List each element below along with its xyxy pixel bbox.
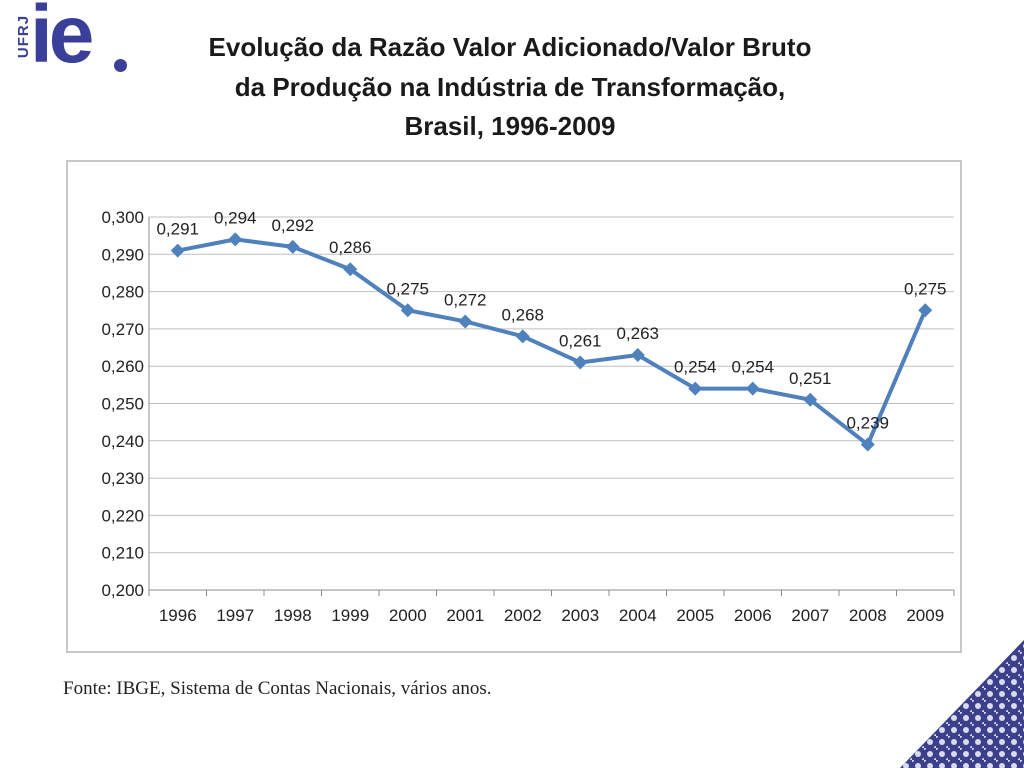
- data-label: 0,272: [444, 290, 487, 309]
- data-point: [803, 392, 818, 407]
- x-tick-label: 2009: [906, 606, 944, 625]
- data-point: [400, 303, 415, 318]
- data-label: 0,294: [214, 208, 257, 227]
- x-tick-label: 1999: [331, 606, 369, 625]
- x-tick-label: 2004: [619, 606, 657, 625]
- y-tick-label: 0,200: [101, 581, 144, 600]
- x-tick-label: 2005: [676, 606, 714, 625]
- source-note: Fonte: IBGE, Sistema de Contas Nacionais…: [63, 678, 492, 699]
- x-tick-label: 2008: [849, 606, 887, 625]
- chart-title-line-1: Evolução da Razão Valor Adicionado/Valor…: [208, 32, 812, 62]
- data-label: 0,291: [156, 220, 199, 239]
- ufrj-ie-logo: UFRJ ie: [6, 0, 131, 80]
- data-label: 0,261: [559, 331, 602, 350]
- y-tick-label: 0,300: [101, 208, 144, 227]
- decorative-corner-pattern: [900, 640, 1024, 768]
- y-tick-label: 0,260: [101, 357, 144, 376]
- chart-frame: 0,200 0,210 0,220 0,230 0,240 0,250 0,260 0,270…: [66, 160, 962, 653]
- data-label: 0,254: [731, 358, 774, 377]
- data-label: 0,286: [329, 238, 372, 257]
- chart-title-line-2: da Produção na Indústria de Transformaçã…: [234, 71, 786, 102]
- y-tick-label: 0,250: [101, 395, 144, 414]
- data-point: [630, 348, 645, 363]
- y-tick-label: 0,240: [101, 432, 144, 451]
- data-point: [458, 314, 473, 329]
- data-point: [745, 381, 760, 396]
- logo-mark-text: ie: [30, 0, 94, 80]
- x-tick-label: 2002: [504, 606, 542, 625]
- x-tick-label: 2001: [446, 606, 484, 625]
- line-chart: 0,200 0,210 0,220 0,230 0,240 0,250 0,260 0,270…: [101, 208, 955, 625]
- data-label: 0,251: [789, 369, 832, 388]
- data-point: [573, 355, 588, 370]
- data-label: 0,239: [846, 414, 889, 433]
- data-label: 0,263: [616, 324, 659, 343]
- data-point: [285, 239, 300, 254]
- x-tick-label: 2003: [561, 606, 599, 625]
- x-tick-label: 1997: [216, 606, 254, 625]
- y-tick-label: 0,210: [101, 544, 144, 563]
- y-tick-label: 0,230: [101, 469, 144, 488]
- x-tick-label: 1996: [159, 606, 197, 625]
- data-point: [688, 381, 703, 396]
- series-line: [177, 237, 928, 447]
- x-tick-label: 1998: [274, 606, 312, 625]
- y-tick-label: 0,290: [101, 245, 144, 264]
- x-tick-label: 2000: [389, 606, 427, 625]
- logo-dot: [114, 59, 127, 72]
- data-label: 0,292: [271, 216, 314, 235]
- data-point: [918, 303, 933, 318]
- chart-title: Evolução da Razão Valor Adicionado/Valor…: [140, 28, 880, 147]
- y-tick-label: 0,270: [101, 320, 144, 339]
- data-label: 0,268: [501, 305, 544, 324]
- data-point: [860, 437, 875, 452]
- data-point: [343, 262, 358, 277]
- data-point: [228, 232, 243, 247]
- y-tick-label: 0,220: [101, 506, 144, 525]
- chart-title-line-3: Brasil, 1996-2009: [404, 111, 616, 142]
- data-label: 0,275: [386, 279, 429, 298]
- x-tick-label: 2007: [791, 606, 829, 625]
- x-tick-label: 2006: [734, 606, 772, 625]
- data-label: 0,275: [904, 279, 947, 298]
- y-tick-label: 0,280: [101, 283, 144, 302]
- data-point: [170, 243, 185, 258]
- data-label: 0,254: [674, 358, 717, 377]
- data-point: [515, 329, 530, 344]
